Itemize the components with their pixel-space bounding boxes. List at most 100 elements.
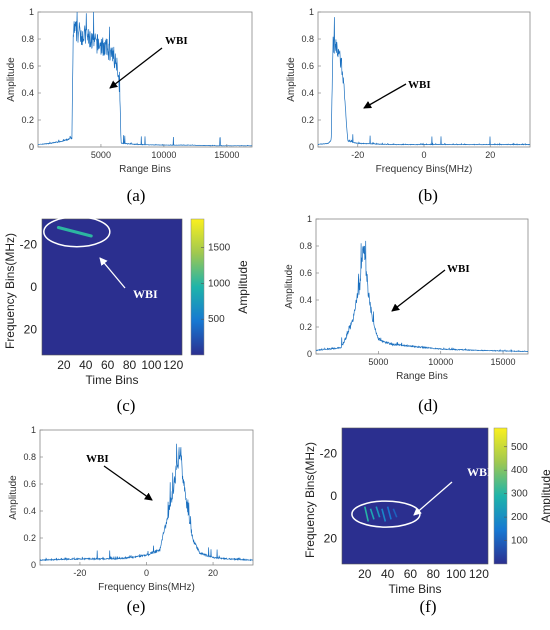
y-tick-label: 0.4	[21, 88, 34, 98]
y-tick-label: 20	[24, 323, 38, 337]
x-tick-label: 60	[404, 567, 418, 581]
y-tick-label: 0.4	[301, 88, 314, 98]
panel-caption: (c)	[117, 396, 136, 415]
wbi-annotation: WBI	[408, 79, 431, 91]
y-tick-label: 0.4	[23, 506, 36, 516]
y-tick-label: 0.6	[301, 61, 314, 71]
plot-frame	[317, 11, 531, 148]
colorbar-tick-label: 400	[511, 465, 528, 476]
wbi-streak	[364, 506, 370, 522]
y-axis-label: Amplitude	[6, 57, 17, 102]
panel-c: WBI -20 0 20 20 40 60 80 100 120 Time Bins Frequenc…	[3, 216, 250, 415]
x-axis-label: Frequency Bins(MHz)	[98, 582, 195, 593]
x-tick-label: 80	[427, 567, 441, 581]
y-tick-label: 0	[29, 142, 34, 152]
wbi-streak	[56, 226, 93, 238]
x-axis-label: Range Bins	[119, 164, 171, 175]
x-tick-label: 5000	[368, 357, 388, 367]
wbi-annotation: WBI	[447, 263, 470, 275]
colorbar	[493, 427, 508, 565]
y-tick-label: 0.2	[23, 533, 36, 543]
wbi-arrow	[363, 83, 407, 109]
x-tick-label: 120	[163, 358, 183, 372]
x-axis-label: Time Bins	[389, 582, 442, 596]
wbi-annotation: WBI	[467, 465, 492, 479]
x-tick-label: 20	[208, 568, 218, 578]
y-axis-label: Amplitude	[284, 264, 295, 309]
x-tick-label: 0	[421, 150, 426, 160]
y-tick-label: 0.8	[21, 34, 34, 44]
x-tick-label: 0	[144, 568, 149, 578]
panel-caption: (f)	[420, 597, 437, 616]
y-tick-label: 0.8	[301, 34, 314, 44]
colorbar-label: Amplitude	[236, 260, 250, 314]
colorbar-tick-label: 500	[511, 442, 528, 453]
y-axis-label: Amplitude	[286, 57, 297, 102]
x-tick-label: 15000	[214, 150, 239, 160]
wbi-annotation: WBI	[165, 35, 188, 47]
plot-frame	[315, 218, 529, 355]
x-tick-label: 10000	[428, 357, 453, 367]
y-tick-label: -20	[20, 238, 38, 252]
colorbar-tick-label: 1000	[208, 278, 231, 289]
y-axis-label: Frequency Bins(MHz)	[3, 233, 17, 349]
signal-series	[315, 240, 529, 353]
y-tick-label: 0	[307, 349, 312, 359]
plot-frame	[37, 11, 253, 148]
wbi-ellipse	[43, 216, 111, 248]
signal-series	[39, 443, 254, 562]
wbi-arrow	[103, 465, 153, 501]
y-tick-label: 1	[29, 7, 34, 17]
x-tick-label: 120	[469, 567, 489, 581]
heatmap-background	[341, 427, 489, 565]
wbi-arrow	[413, 481, 453, 516]
y-tick-label: 1	[31, 425, 36, 435]
x-tick-label: 100	[446, 567, 466, 581]
wbi-arrow	[99, 257, 126, 289]
y-tick-label: 0	[330, 489, 337, 503]
x-tick-label: 100	[141, 358, 161, 372]
panel-caption: (b)	[418, 186, 438, 205]
y-tick-label: 0.6	[23, 479, 36, 489]
wbi-annotation: WBI	[133, 287, 158, 301]
wbi-streak	[381, 508, 387, 522]
panel-caption: (d)	[418, 396, 438, 415]
x-tick-label: 60	[101, 358, 115, 372]
y-tick-label: 0.4	[299, 295, 312, 305]
colorbar-label: Amplitude	[539, 469, 550, 523]
y-axis-label: Frequency Bins(MHz)	[303, 442, 317, 558]
y-tick-label: 0	[31, 560, 36, 570]
x-tick-label: 5000	[91, 150, 111, 160]
x-tick-label: -20	[73, 568, 86, 578]
x-tick-label: -20	[351, 150, 364, 160]
signal-series	[317, 17, 531, 146]
wbi-streak	[369, 508, 375, 520]
wbi-streak	[386, 506, 392, 520]
x-tick-label: 20	[358, 567, 372, 581]
heatmap-background	[41, 218, 183, 356]
colorbar-tick-label: 300	[511, 489, 528, 500]
x-tick-label: 15000	[491, 357, 516, 367]
y-tick-label: 1	[309, 7, 314, 17]
x-tick-label: 80	[123, 358, 137, 372]
panel-e: 0 0.2 0.4 0.6 0.8 1 -20 0 20 Frequency Bins(MHz) A…	[8, 425, 254, 616]
wbi-streak	[375, 506, 381, 518]
plot-frame	[39, 429, 254, 566]
x-axis-label: Frequency Bins(MHz)	[376, 164, 473, 175]
colorbar-tick-label: 500	[208, 314, 225, 325]
wbi-annotation: WBI	[86, 453, 109, 465]
panel-caption: (a)	[127, 186, 146, 205]
y-tick-label: 0	[309, 142, 314, 152]
x-axis-label: Time Bins	[86, 373, 139, 387]
y-tick-label: 0.2	[21, 115, 34, 125]
panel-caption: (e)	[127, 597, 146, 616]
wbi-streak	[392, 508, 398, 518]
y-tick-label: 0.6	[21, 61, 34, 71]
colorbar-tick-label: 200	[511, 512, 528, 523]
colorbar	[190, 218, 205, 356]
x-tick-label: 20	[57, 358, 71, 372]
wbi-arrow	[391, 269, 446, 312]
